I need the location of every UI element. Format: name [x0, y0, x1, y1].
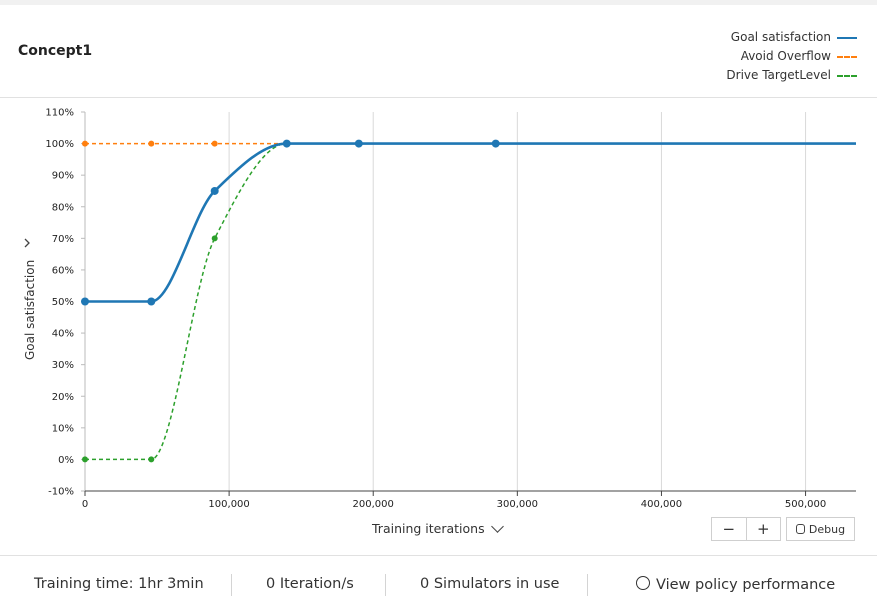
- y-tick-label: -10%: [48, 487, 74, 498]
- axes: -10% 0% 10% 20% 30% 40% 50% 60% 70% 80% 90% 100% 110…: [45, 108, 856, 510]
- training-time: Training time: 1hr 3min: [34, 576, 204, 592]
- legend-label: Drive TargetLevel: [726, 68, 831, 82]
- y-tick-label: 20%: [52, 392, 74, 403]
- divider: [745, 518, 747, 540]
- y-tick-label: 90%: [52, 171, 74, 182]
- y-tick-label: 0%: [58, 455, 74, 466]
- legend-swatch: [837, 55, 857, 58]
- x-tick-label: 200,000: [353, 499, 394, 510]
- y-tick-label: 70%: [52, 234, 74, 245]
- data-point-avoid-overflow: [82, 140, 88, 147]
- zoom-controls: − +: [711, 517, 781, 541]
- y-tick-label: 40%: [52, 329, 74, 340]
- data-point-goal-satisfaction: [81, 297, 89, 306]
- data-point-goal-satisfaction: [354, 139, 363, 148]
- legend-label: Goal satisfaction: [730, 30, 831, 44]
- data-point-avoid-overflow: [148, 140, 155, 147]
- x-tick-label: 0: [82, 499, 88, 510]
- y-tick-label: 60%: [52, 265, 74, 276]
- zoom-out-button[interactable]: −: [722, 520, 736, 538]
- top-band: [0, 0, 877, 5]
- data-point-goal-satisfaction: [282, 139, 291, 148]
- legend-item-avoid-overflow[interactable]: Avoid Overflow: [726, 47, 857, 66]
- simulators-in-use: 0 Simulators in use: [420, 576, 560, 592]
- data-point-drive-targetlevel: [82, 456, 88, 463]
- chevron-down-icon: [490, 519, 504, 533]
- data-point-drive-targetlevel: [148, 456, 155, 463]
- goal-satisfaction-chart: -10% 0% 10% 20% 30% 40% 50% 60% 70% 80% 90% 100% 110…: [45, 108, 856, 510]
- y-tick-label: 10%: [52, 423, 74, 434]
- chart-legend: Goal satisfaction Avoid Overflow Drive T…: [726, 28, 857, 85]
- y-tick-label: 30%: [52, 360, 74, 371]
- x-axis-title-dropdown[interactable]: Training iterations: [372, 519, 504, 536]
- x-tick-label: 100,000: [208, 499, 249, 510]
- y-tick-label: 50%: [52, 297, 74, 308]
- legend-item-drive-targetlevel[interactable]: Drive TargetLevel: [726, 66, 857, 85]
- view-policy-performance-option[interactable]: View policy performance: [636, 576, 835, 593]
- legend-swatch: [837, 36, 857, 39]
- view-policy-label: View policy performance: [656, 577, 836, 593]
- legend-label: Avoid Overflow: [740, 49, 831, 63]
- data-point-goal-satisfaction: [491, 139, 500, 148]
- chart-header: Concept1 Goal satisfaction Avoid Overflo…: [0, 5, 877, 98]
- grid: [228, 112, 807, 491]
- y-tick-label: 110%: [45, 108, 74, 119]
- data-point-drive-targetlevel: [211, 235, 218, 242]
- y-tick-label: 100%: [45, 139, 74, 150]
- markers-group: [81, 139, 500, 463]
- series-line-goal-satisfaction: [84, 142, 856, 303]
- zoom-in-button[interactable]: +: [756, 520, 770, 538]
- debug-button[interactable]: Debug: [786, 517, 855, 541]
- debug-label: Debug: [808, 522, 846, 536]
- y-axis-title-wrap[interactable]: Goal satisfaction: [14, 235, 44, 365]
- data-point-goal-satisfaction: [210, 186, 219, 195]
- x-tick-label: 400,000: [641, 499, 682, 510]
- radio-icon: [636, 576, 650, 590]
- data-point-avoid-overflow: [211, 140, 218, 147]
- y-tick-label: 80%: [52, 202, 74, 213]
- bug-icon: [795, 524, 805, 534]
- y-axis-title: Goal satisfaction: [23, 260, 37, 360]
- divider: [587, 574, 588, 596]
- x-tick-label: 500,000: [785, 499, 826, 510]
- series-group: [84, 142, 856, 461]
- status-footer: Training time: 1hr 3min 0 Iteration/s 0 …: [0, 555, 877, 611]
- x-tick-label: 300,000: [497, 499, 538, 510]
- concept-title: Concept1: [18, 43, 93, 59]
- data-point-goal-satisfaction: [147, 297, 156, 306]
- iterations-per-second: 0 Iteration/s: [266, 576, 354, 592]
- x-axis-title: Training iterations: [372, 521, 485, 536]
- legend-swatch: [837, 74, 857, 77]
- y-axis-chevron-icon: [24, 238, 30, 248]
- chart-area: -10% 0% 10% 20% 30% 40% 50% 60% 70% 80% 90% 100% 110…: [0, 98, 877, 518]
- divider: [385, 574, 386, 596]
- divider: [231, 574, 232, 596]
- legend-item-goal-satisfaction[interactable]: Goal satisfaction: [726, 28, 857, 47]
